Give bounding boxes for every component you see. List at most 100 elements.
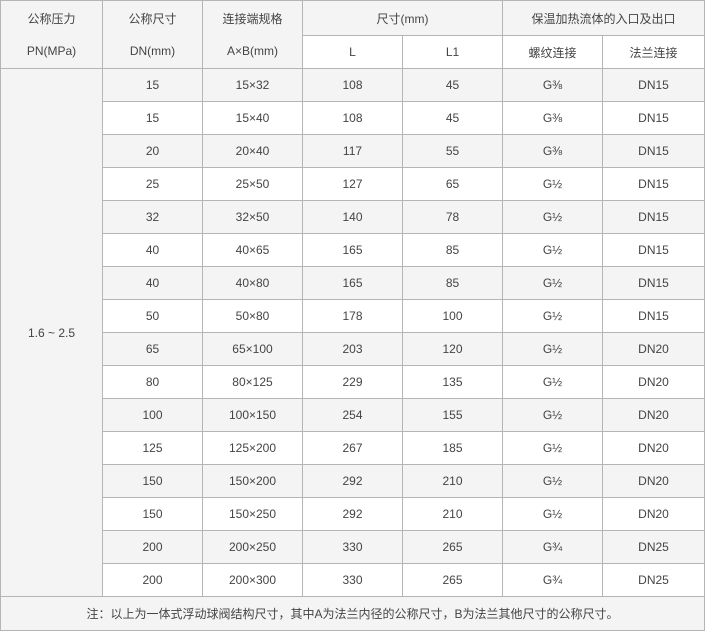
cell-flange: DN25 bbox=[601, 563, 705, 597]
cell-l1: 135 bbox=[402, 365, 503, 399]
table-row: 15 15×40 108 45 G⅜ DN15 bbox=[1, 101, 705, 135]
cell-ab: 40×65 bbox=[202, 233, 303, 267]
cell-dn: 100 bbox=[102, 398, 203, 432]
cell-flange: DN20 bbox=[601, 497, 705, 531]
cell-l1: 120 bbox=[402, 332, 503, 366]
cell-l1: 210 bbox=[402, 464, 503, 498]
table-row: 20 20×40 117 55 G⅜ DN15 bbox=[1, 134, 705, 168]
cell-dn: 80 bbox=[102, 365, 203, 399]
cell-dn: 200 bbox=[102, 563, 203, 597]
cell-dn: 150 bbox=[102, 497, 203, 531]
cell-thread: G½ bbox=[502, 365, 603, 399]
cell-flange: DN15 bbox=[601, 299, 705, 333]
cell-l: 292 bbox=[302, 497, 403, 531]
cell-thread: G½ bbox=[502, 464, 603, 498]
table-row: 200 200×300 330 265 G¾ DN25 bbox=[1, 563, 705, 597]
table-row: 200 200×250 330 265 G¾ DN25 bbox=[1, 530, 705, 564]
cell-l1: 85 bbox=[402, 266, 503, 300]
cell-dn: 15 bbox=[102, 68, 203, 102]
cell-flange: DN15 bbox=[601, 101, 705, 135]
cell-flange: DN20 bbox=[601, 332, 705, 366]
cell-flange: DN15 bbox=[601, 167, 705, 201]
cell-flange: DN20 bbox=[601, 431, 705, 465]
cell-dn: 40 bbox=[102, 266, 203, 300]
cell-flange: DN20 bbox=[601, 464, 705, 498]
cell-l: 127 bbox=[302, 167, 403, 201]
cell-l: 203 bbox=[302, 332, 403, 366]
cell-thread: G⅜ bbox=[502, 101, 603, 135]
cell-thread: G½ bbox=[502, 497, 603, 531]
table-row: 25 25×50 127 65 G½ DN15 bbox=[1, 167, 705, 201]
cell-thread: G¾ bbox=[502, 530, 603, 564]
header-ab: 连接端规格 A×B(mm) bbox=[202, 0, 303, 69]
cell-ab: 200×250 bbox=[202, 530, 303, 564]
table-row: 40 40×65 165 85 G½ DN15 bbox=[1, 233, 705, 267]
cell-ab: 15×32 bbox=[202, 68, 303, 102]
cell-ab: 50×80 bbox=[202, 299, 303, 333]
cell-dn: 25 bbox=[102, 167, 203, 201]
table-row: 80 80×125 229 135 G½ DN20 bbox=[1, 365, 705, 399]
cell-l1: 78 bbox=[402, 200, 503, 234]
header-pn: 公称压力 PN(MPa) bbox=[0, 0, 103, 69]
table-row: 1.6 ~ 2.5 15 15×32 108 45 G⅜ DN15 bbox=[0, 68, 705, 597]
cell-dn: 20 bbox=[102, 134, 203, 168]
cell-flange: DN15 bbox=[601, 200, 705, 234]
cell-l1: 265 bbox=[402, 563, 503, 597]
cell-dn: 125 bbox=[102, 431, 203, 465]
header-l1: L1 bbox=[402, 35, 503, 69]
table-row: 125 125×200 267 185 G½ DN20 bbox=[1, 431, 705, 465]
cell-pn: 1.6 ~ 2.5 bbox=[0, 68, 103, 597]
cell-ab: 15×40 bbox=[202, 101, 303, 135]
cell-l: 108 bbox=[302, 101, 403, 135]
header-flange: 法兰连接 bbox=[601, 35, 705, 69]
table-row: 65 65×100 203 120 G½ DN20 bbox=[1, 332, 705, 366]
cell-ab: 65×100 bbox=[202, 332, 303, 366]
cell-dn: 50 bbox=[102, 299, 203, 333]
cell-thread: G½ bbox=[502, 233, 603, 267]
cell-dn: 150 bbox=[102, 464, 203, 498]
cell-l1: 100 bbox=[402, 299, 503, 333]
cell-l1: 265 bbox=[402, 530, 503, 564]
cell-l1: 85 bbox=[402, 233, 503, 267]
header-l: L bbox=[302, 35, 403, 69]
table-row: 40 40×80 165 85 G½ DN15 bbox=[1, 266, 705, 300]
cell-thread: G⅜ bbox=[502, 68, 603, 102]
cell-flange: DN15 bbox=[601, 233, 705, 267]
table-row: 150 150×250 292 210 G½ DN20 bbox=[1, 497, 705, 531]
cell-l: 330 bbox=[302, 530, 403, 564]
cell-l1: 55 bbox=[402, 134, 503, 168]
table-row: 150 150×200 292 210 G½ DN20 bbox=[1, 464, 705, 498]
cell-flange: DN15 bbox=[601, 134, 705, 168]
cell-thread: G¾ bbox=[502, 563, 603, 597]
cell-thread: G½ bbox=[502, 332, 603, 366]
cell-dn: 200 bbox=[102, 530, 203, 564]
header-dn: 公称尺寸 DN(mm) bbox=[102, 0, 203, 69]
cell-l: 254 bbox=[302, 398, 403, 432]
cell-thread: G½ bbox=[502, 299, 603, 333]
header-port: 保温加热流体的入口及出口 bbox=[501, 0, 705, 36]
cell-thread: G½ bbox=[502, 266, 603, 300]
cell-thread: G½ bbox=[502, 167, 603, 201]
cell-dn: 40 bbox=[102, 233, 203, 267]
cell-flange: DN25 bbox=[601, 530, 705, 564]
cell-ab: 200×300 bbox=[202, 563, 303, 597]
cell-l: 292 bbox=[302, 464, 403, 498]
cell-thread: G½ bbox=[502, 200, 603, 234]
cell-l: 178 bbox=[302, 299, 403, 333]
cell-dn: 15 bbox=[102, 101, 203, 135]
cell-flange: DN20 bbox=[601, 365, 705, 399]
table-row: 100 100×150 254 155 G½ DN20 bbox=[1, 398, 705, 432]
cell-l: 165 bbox=[302, 266, 403, 300]
cell-l: 140 bbox=[302, 200, 403, 234]
cell-l1: 185 bbox=[402, 431, 503, 465]
table-row: 32 32×50 140 78 G½ DN15 bbox=[1, 200, 705, 234]
cell-thread: G½ bbox=[502, 431, 603, 465]
header-thread: 螺纹连接 bbox=[502, 35, 603, 69]
cell-l: 330 bbox=[302, 563, 403, 597]
cell-l: 108 bbox=[302, 68, 403, 102]
cell-ab: 40×80 bbox=[202, 266, 303, 300]
cell-l: 229 bbox=[302, 365, 403, 399]
cell-l1: 45 bbox=[402, 68, 503, 102]
cell-ab: 25×50 bbox=[202, 167, 303, 201]
cell-l1: 210 bbox=[402, 497, 503, 531]
